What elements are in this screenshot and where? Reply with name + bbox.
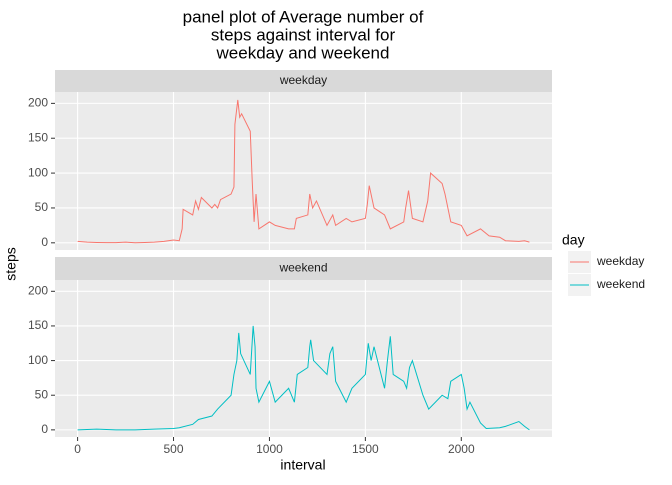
chart-title: weekday and weekend [216,43,390,62]
chart-title: panel plot of Average number of [183,7,424,26]
y-tick-label: 150 [28,130,48,144]
legend-label: weekday [596,254,644,268]
strip [55,257,552,280]
y-tick-label: 0 [41,235,48,249]
y-axis-label: steps [3,247,19,280]
y-tick-label: 200 [28,283,48,297]
y-tick-label: 50 [35,200,49,214]
y-tick-label: 50 [35,387,49,401]
data-line [77,99,530,244]
strip [55,70,552,92]
x-tick-label: 2000 [448,442,475,456]
x-tick-label: 500 [164,442,184,456]
chart-title: steps against interval for [211,25,396,44]
y-tick-label: 100 [28,353,48,367]
y-tick-label: 150 [28,318,48,332]
y-tick-label: 0 [41,422,48,436]
panel [55,280,552,437]
x-tick-label: 1000 [256,442,283,456]
data-line [77,325,530,431]
x-tick-label: 0 [74,442,81,456]
strip-label: weekend [278,261,327,275]
legend-title: day [562,232,585,248]
strip-label: weekday [279,73,327,87]
y-tick-label: 200 [28,96,48,110]
panel [55,92,552,250]
x-tick-label: 1500 [352,442,379,456]
y-tick-label: 100 [28,165,48,179]
x-axis-label: interval [280,457,325,473]
legend-label: weekend [596,277,645,291]
